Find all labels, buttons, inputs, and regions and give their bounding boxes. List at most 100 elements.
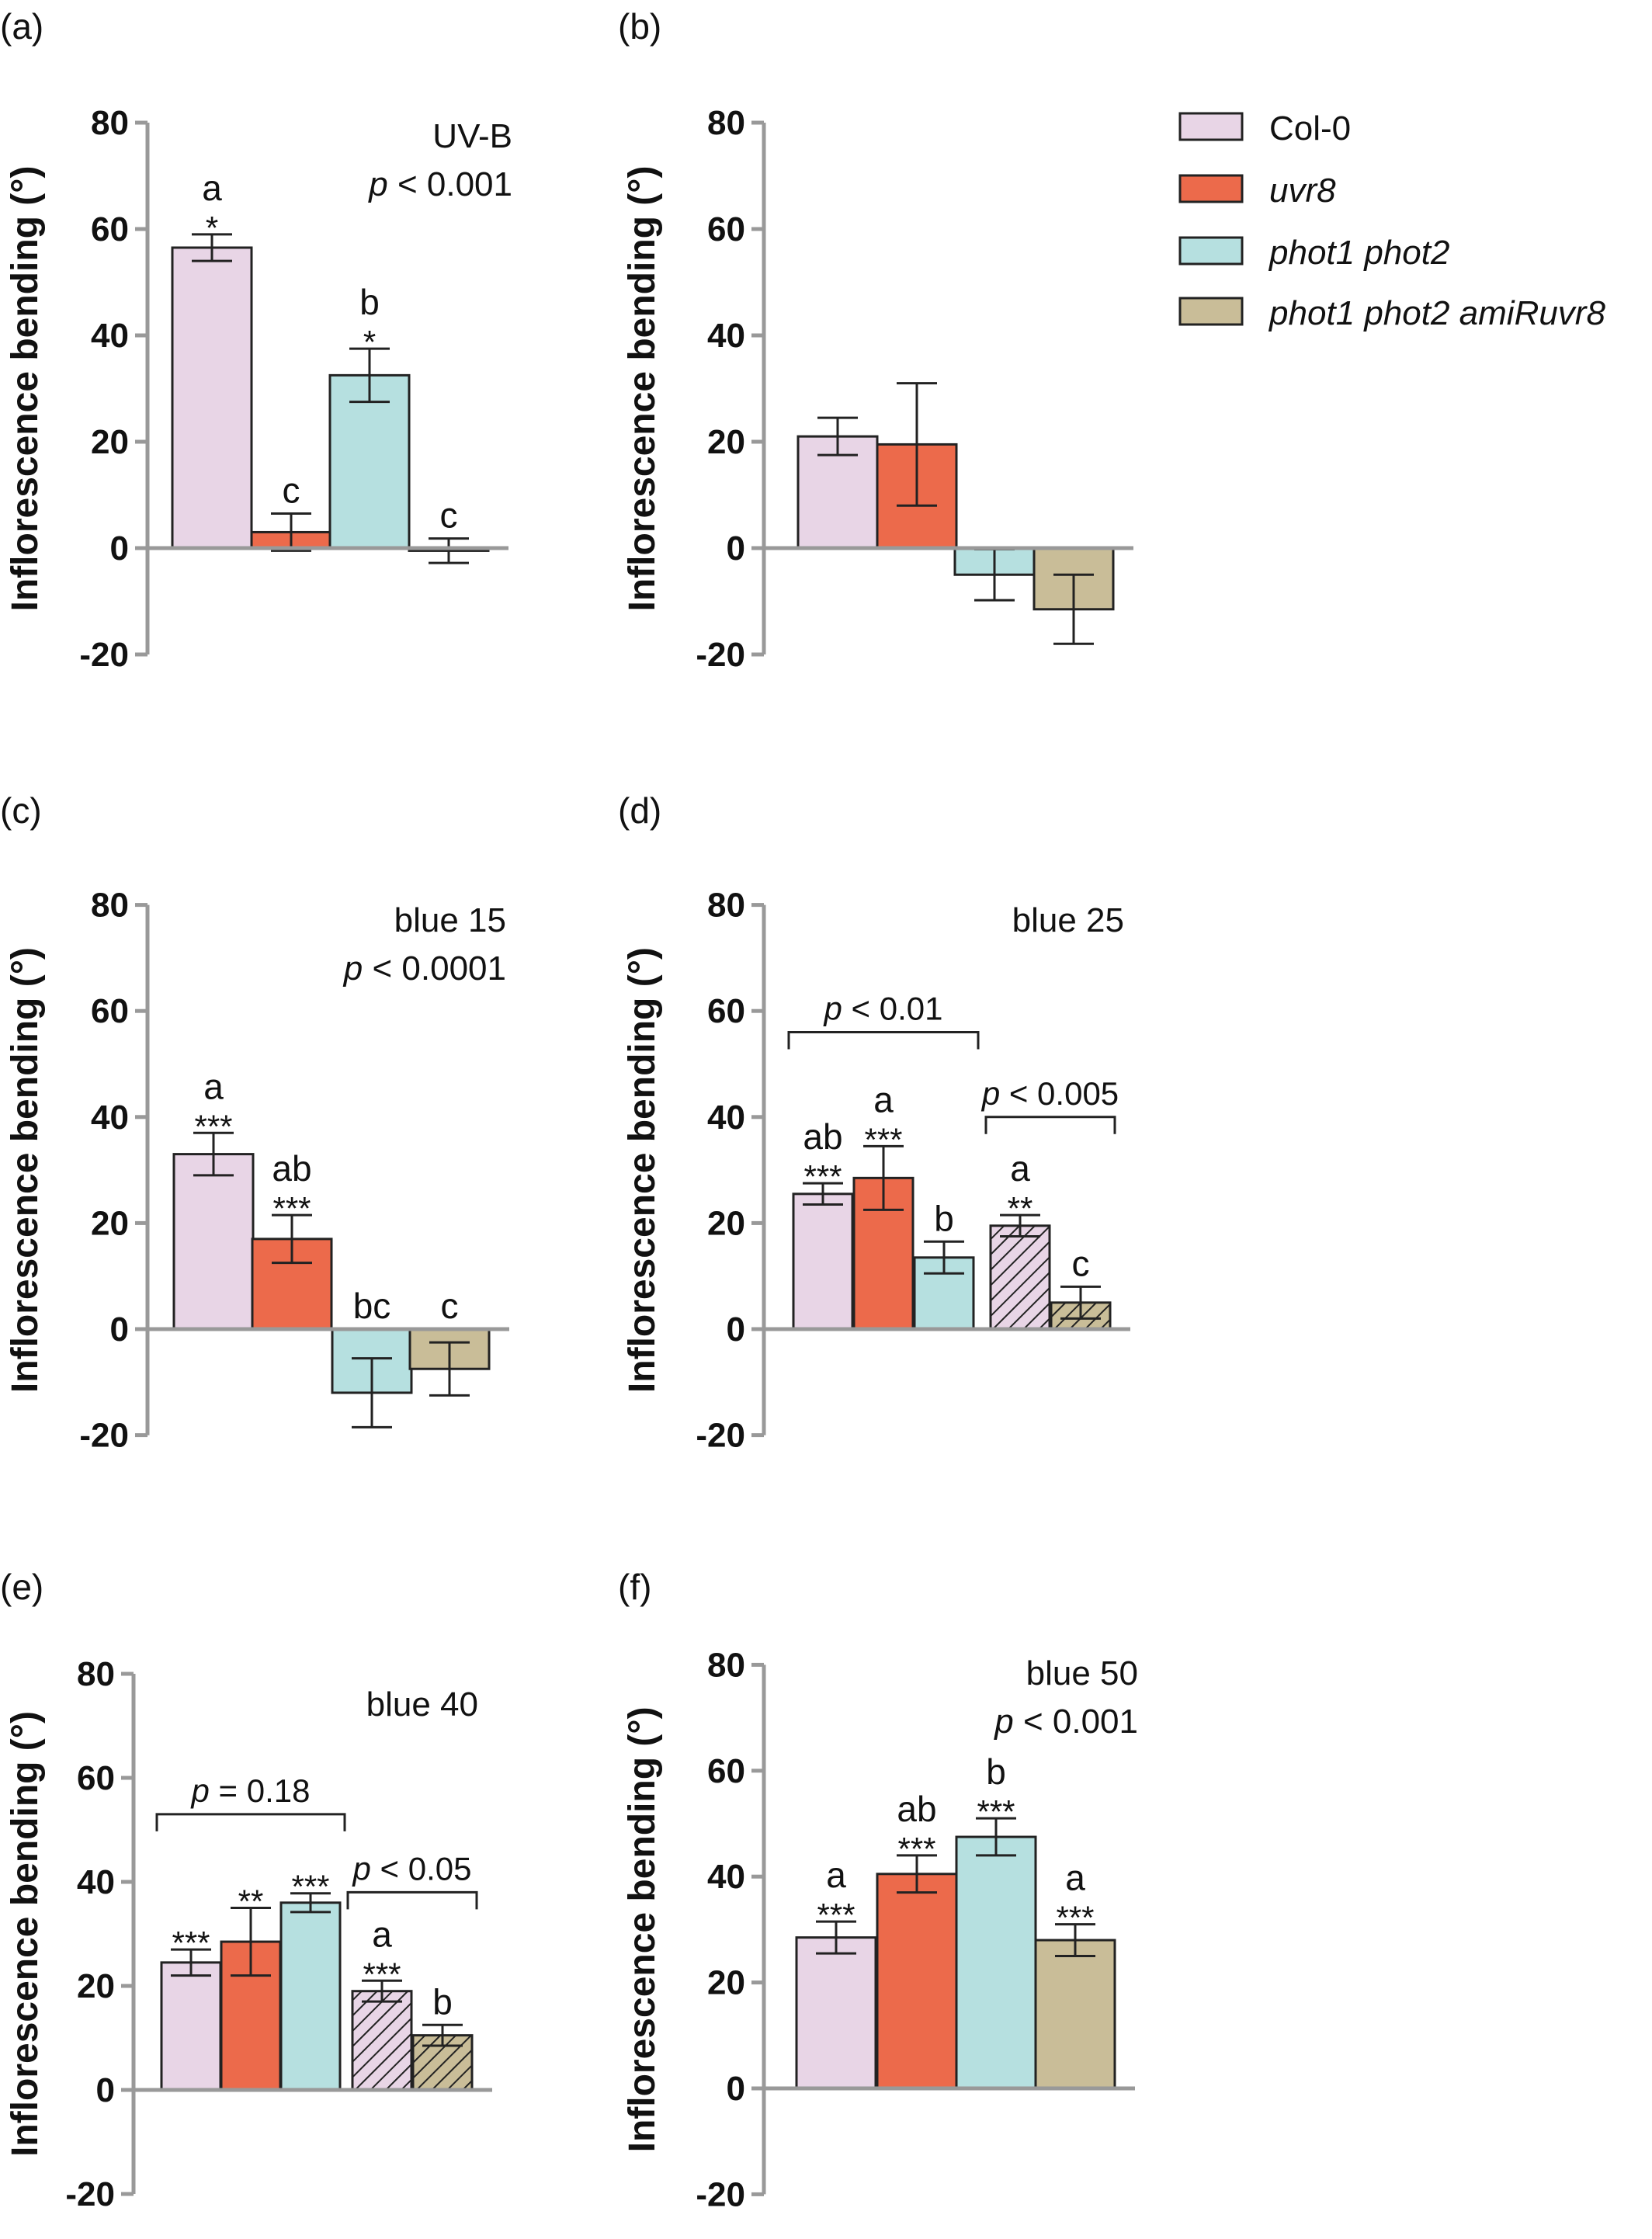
bar [160,1961,222,2091]
bar [171,246,253,550]
y-tick-label: -20 [696,1417,745,1455]
significance-mark: * [363,324,376,360]
panel-annotation: blue 40 [366,1685,478,1724]
y-tick-label: 0 [727,1310,745,1349]
chart-panel-f: (f) -20 0 20 40 60 80 Inflorescence bending (°)… [618,1567,1138,2213]
y-tick-label: -20 [79,1417,129,1455]
significance-mark: *** [363,1956,401,1992]
panel-annotation: p < 0.001 [367,165,512,203]
p-symbol: p [190,1772,219,1809]
bar [955,1835,1037,2090]
panel-annotation: p < 0.001 [993,1703,1138,1741]
y-tick-label: -20 [696,2175,745,2213]
panel-label: (b) [618,6,661,47]
group-letter: c [283,470,300,510]
y-tick-label: 20 [707,1964,745,2002]
bar [279,1901,342,2091]
significance-mark: *** [977,1793,1015,1830]
p-symbol: p [367,165,397,203]
p-value: < 0.01 [852,991,943,1027]
panel-label: (c) [0,790,42,831]
group-letter: b [986,1751,1006,1792]
panel-annotation: blue 25 [1012,901,1124,939]
p-symbol: p [993,1703,1023,1741]
y-tick-label: 20 [77,1967,115,2005]
y-tick-label: 40 [707,1099,745,1137]
y-tick-label: 0 [727,529,745,568]
y-tick-label: 60 [707,210,745,248]
chart-panel-e: (e) -20 0 20 40 60 80 Inflorescence bending (°)… [0,1567,492,2213]
y-tick-label: 80 [91,887,129,925]
y-axis-title: Inflorescence bending (°) [5,166,46,612]
legend-swatch [1178,236,1244,266]
legend-item: Col-0 [1178,109,1351,148]
legend-label: uvr8 [1269,172,1336,210]
y-axis-title: Inflorescence bending (°) [622,1706,663,2152]
group-letter: ab [803,1116,842,1157]
y-axis-title: Inflorescence bending (°) [622,947,663,1393]
group-letter: ab [897,1789,936,1829]
panel-annotation: blue 15 [394,901,506,939]
y-tick-label: 20 [91,423,129,461]
significance-mark: *** [194,1108,232,1144]
p-symbol: p [823,991,852,1027]
significance-mark: ** [1008,1190,1033,1227]
panel-annotation: blue 50 [1026,1654,1138,1692]
y-tick-label: 60 [91,210,129,248]
group-letter: c [441,1286,459,1326]
panel-label: (e) [0,1567,43,1607]
y-tick-label: 20 [91,1204,129,1242]
y-tick-label: 0 [110,529,129,568]
p-value: = 0.18 [219,1772,311,1809]
legend-item: phot1 phot2 amiRuvr8 [1178,294,1605,332]
legend-swatch [1178,174,1244,203]
bar [876,1873,958,2090]
bar [792,1192,854,1331]
group-letter: b [432,1981,453,2022]
significance-mark: *** [291,1869,329,1905]
legend-item: uvr8 [1178,172,1336,210]
panel-label: (a) [0,6,43,47]
significance-mark: *** [1056,1900,1094,1936]
group-letter: ab [272,1148,311,1189]
y-tick-label: 0 [110,1310,129,1349]
significance-mark: *** [817,1897,855,1933]
chart-panel-b: (b) -20 0 20 40 60 80 Inflorescence bending (°) [618,6,1133,674]
y-tick-label: 0 [727,2070,745,2108]
p-value: < 0.05 [380,1850,472,1887]
group-letter: b [934,1198,954,1238]
y-tick-label: 20 [707,423,745,461]
p-value: < 0.005 [1009,1075,1119,1112]
y-tick-label: 40 [707,317,745,355]
y-tick-label: 40 [77,1863,115,1901]
bar [795,1936,877,2090]
y-tick-label: -20 [65,2175,115,2213]
p-symbol: p [980,1075,1009,1112]
chart-panel-d: (d) -20 0 20 40 60 80 Inflorescence bending (°)… [618,790,1130,1455]
group-letter: a [826,1855,846,1895]
group-letter: b [359,282,380,322]
y-tick-label: 80 [707,887,745,925]
y-tick-label: 60 [707,1752,745,1790]
group-letter: a [1010,1148,1030,1189]
significance-mark: *** [172,1925,210,1961]
group-letter: a [372,1914,392,1954]
group-letter: c [1072,1243,1090,1283]
legend: Col-0 uvr8 phot1 phot2 phot1 phot2 amiRuvr8 [1178,109,1605,332]
legend-label: phot1 phot2 amiRuvr8 [1268,294,1605,332]
p-value: < 0.001 [397,165,512,203]
panel-label: (d) [618,790,661,831]
group-letter: c [440,495,458,536]
y-axis-title: Inflorescence bending (°) [5,947,46,1393]
p-value: < 0.001 [1023,1703,1138,1741]
bar [989,1224,1051,1331]
p-value: < 0.0001 [373,949,507,988]
y-tick-label: -20 [696,636,745,674]
chart-panel-a: (a) -20 0 20 40 60 80 Inflorescence bending (°)… [0,6,512,674]
y-axis-title: Inflorescence bending (°) [622,166,663,612]
bracket-label: p = 0.18 [190,1772,311,1809]
bracket-label: p < 0.01 [823,991,943,1027]
y-tick-label: 0 [96,2071,115,2109]
y-tick-label: 40 [707,1858,745,1896]
